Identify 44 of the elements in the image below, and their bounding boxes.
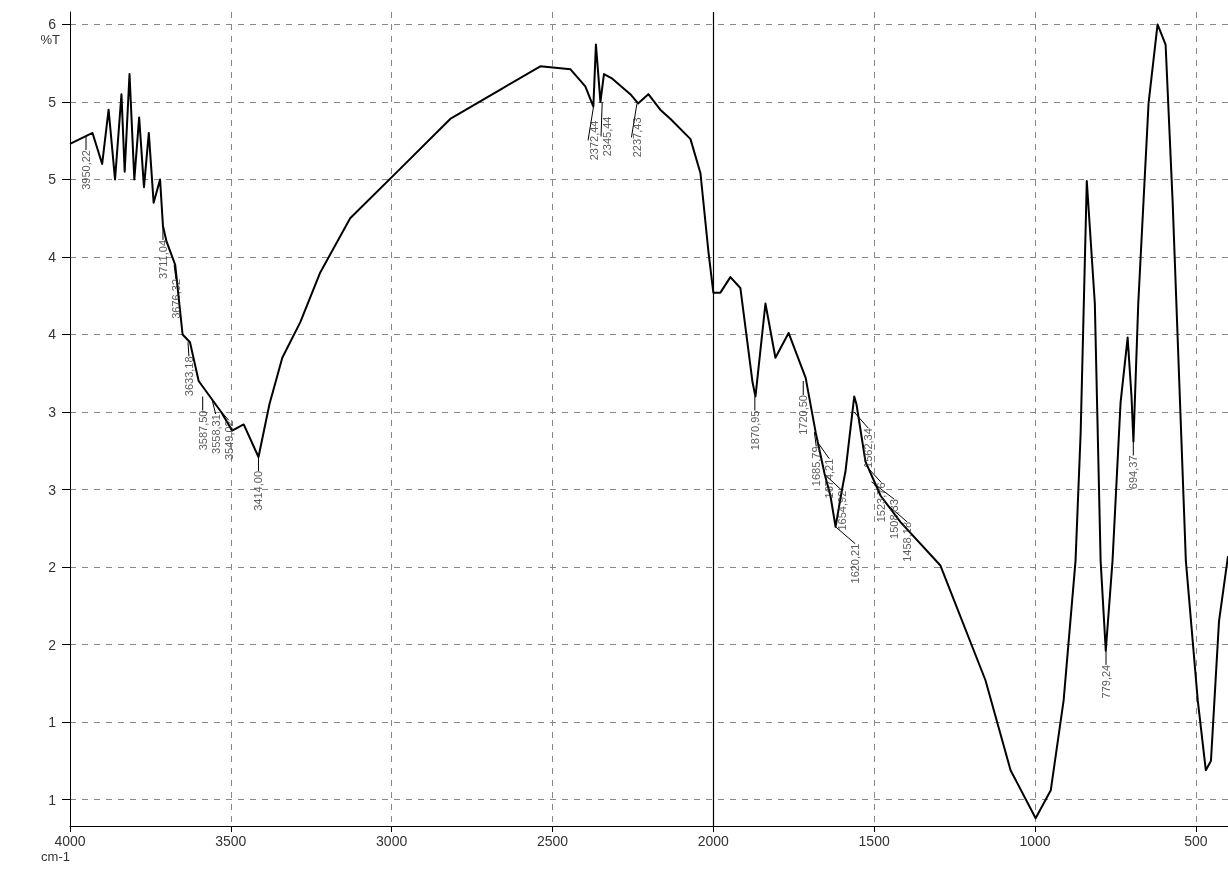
y-tick-label: 3: [48, 404, 57, 421]
annotation: 1458,18: [901, 521, 914, 562]
y-tick-label: 4: [48, 326, 57, 343]
x-tick-label: 1000: [1019, 833, 1051, 849]
annotation: 3587,50: [196, 410, 209, 451]
annotation: 3633,18: [182, 356, 195, 397]
y-axis-title: %T: [40, 32, 61, 47]
y-tick-label: 3: [48, 481, 57, 498]
annotation: 1685,79: [810, 446, 823, 487]
annotation: 2372,44: [587, 120, 600, 161]
y-tick-label: 4: [48, 248, 57, 265]
y-tick-label: 1: [48, 791, 57, 808]
x-axis-title: cm-1: [41, 849, 70, 864]
y-tick-label: 6: [48, 16, 57, 33]
annotation: 779,24: [1100, 664, 1113, 699]
x-tick-label: 3000: [376, 833, 408, 849]
annotation: 1720,50: [797, 395, 810, 435]
annotation: 1508,33: [888, 499, 901, 539]
annotation: 3414,00: [252, 470, 265, 511]
annotation: 1654,92: [836, 490, 849, 531]
annotation: 2237,43: [630, 117, 643, 158]
annotation: 3676,32: [169, 279, 182, 319]
y-tick-label: 1: [48, 714, 57, 731]
y-tick-label: 2: [48, 636, 57, 653]
annotation: 3711,04: [156, 239, 169, 279]
annotation: 694,37: [1127, 455, 1140, 490]
annotation: 3558,31: [209, 414, 222, 454]
annotation: 1870,95: [748, 410, 761, 451]
annotation: 1674,21: [823, 458, 836, 499]
annotation: 3549,02: [222, 420, 235, 461]
x-tick-label: 4000: [54, 833, 86, 849]
annotation: 1523,76: [875, 482, 888, 523]
x-tick-label: 2500: [536, 833, 569, 849]
x-tick-label: 500: [1184, 833, 1208, 849]
y-tick-label: 5: [48, 93, 57, 110]
annotation: 3950,22: [80, 150, 93, 190]
x-tick-label: 3500: [215, 833, 247, 849]
y-tick-label: 2: [48, 559, 57, 576]
x-tick-label: 1500: [858, 833, 890, 849]
y-tick-label: 5: [48, 171, 57, 188]
annotation: 1562,34: [862, 428, 875, 468]
annotation: 1620,21: [849, 543, 862, 584]
annotation: 2345,44: [600, 116, 613, 157]
x-tick-label: 2000: [697, 833, 730, 849]
